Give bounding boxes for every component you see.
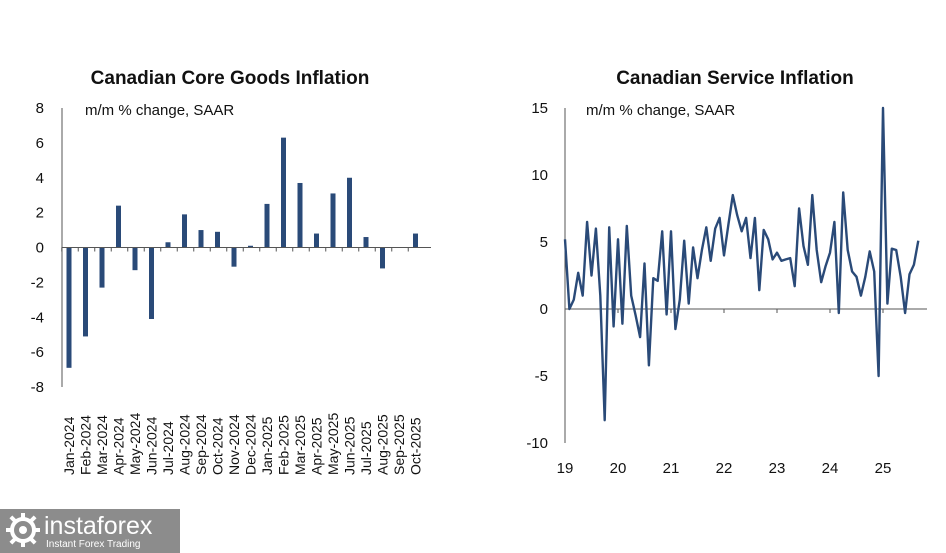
core-goods-bar (281, 137, 286, 248)
core-goods-bars (61, 137, 418, 368)
core-goods-bar (231, 247, 237, 267)
core-goods-x-labels: Jan-2024 Feb-2024 Mar-2024 Apr-2024 May-2024… (61, 413, 424, 475)
service-x-tick-label: 23 (769, 460, 786, 477)
brand-tagline: Instant Forex Trading (46, 539, 141, 550)
core-goods-bar (297, 182, 303, 248)
core-goods-subtitle: m/m % change, SAAR (85, 102, 234, 119)
core-goods-x-label: Jul-2024 (160, 421, 176, 475)
core-goods-x-label: Oct-2024 (210, 417, 226, 475)
core-goods-y-tick-label: 4 (36, 170, 44, 187)
core-goods-bar (182, 214, 187, 248)
core-goods-y-ticks: 8 6 4 2 0 -2 -4 -6 -8 (31, 100, 44, 396)
core-goods-bar (83, 247, 88, 337)
core-goods-chart: Canadian Core Goods Inflation m/m % chan… (31, 68, 431, 475)
core-goods-x-label: Aug-2024 (177, 414, 193, 475)
service-y-tick-label: -10 (526, 435, 548, 452)
core-goods-x-label: Mar-2024 (94, 415, 110, 475)
core-goods-x-label: May-2024 (127, 413, 143, 475)
service-line (563, 106, 920, 422)
core-goods-title: Canadian Core Goods Inflation (91, 68, 370, 89)
core-goods-y-tick-label: -8 (31, 379, 44, 396)
core-goods-y-tick-label: 2 (36, 205, 44, 222)
brand-name: instaforex (44, 512, 153, 540)
core-goods-bar (132, 247, 138, 271)
core-goods-bar (149, 247, 154, 319)
core-goods-bar (198, 230, 204, 248)
core-goods-x-label: Sep-2025 (391, 414, 407, 475)
service-y-tick-label: 5 (540, 234, 548, 251)
service-y-tick-label: 0 (540, 301, 548, 318)
core-goods-bar (99, 247, 105, 288)
service-x-tick-label: 20 (610, 460, 627, 477)
core-goods-x-label: Nov-2024 (226, 414, 242, 475)
core-goods-y-tick-label: 6 (36, 135, 44, 152)
service-x-tick-label: 19 (557, 460, 574, 477)
core-goods-bar (264, 203, 270, 248)
service-subtitle: m/m % change, SAAR (586, 102, 735, 119)
core-goods-x-label: Jun-2024 (144, 416, 160, 475)
core-goods-bar (363, 237, 369, 248)
core-goods-x-label: Jan-2025 (259, 416, 275, 475)
service-x-tick-label: 25 (875, 460, 892, 477)
service-chart: Canadian Service Inflation m/m % change,… (526, 68, 927, 477)
core-goods-x-label: Mar-2025 (292, 415, 308, 475)
instaforex-logo-icon (6, 513, 40, 547)
core-goods-bar (116, 205, 121, 248)
core-goods-x-label: Dec-2024 (243, 414, 259, 475)
core-goods-x-label: Sep-2024 (193, 414, 209, 475)
core-goods-x-label: Oct-2025 (408, 417, 424, 475)
core-goods-y-tick-label: -6 (31, 344, 44, 361)
service-y-tick-label: 10 (531, 167, 548, 184)
core-goods-x-label: Feb-2025 (276, 415, 292, 475)
service-y-tick-label: 15 (531, 100, 548, 117)
core-goods-bar (413, 233, 418, 248)
core-goods-x-label: May-2025 (325, 413, 341, 475)
core-goods-x-label: Apr-2024 (111, 417, 127, 475)
service-y-ticks: 15 10 5 0 -5 -10 (526, 100, 548, 452)
core-goods-bar (66, 247, 72, 368)
core-goods-x-label: Feb-2024 (78, 415, 94, 475)
service-series-line (563, 106, 920, 422)
service-x-tick-label: 24 (822, 460, 839, 477)
core-goods-x-label: Jan-2024 (61, 416, 77, 475)
service-x-tick-label: 22 (716, 460, 733, 477)
core-goods-x-label: Apr-2025 (309, 417, 325, 475)
instaforex-watermark: instaforex Instant Forex Trading (0, 509, 180, 553)
core-goods-x-label: Jul-2025 (358, 421, 374, 475)
core-goods-bar (165, 242, 171, 248)
core-goods-y-tick-label: 0 (36, 240, 44, 257)
service-y-tick-label: -5 (535, 368, 548, 385)
core-goods-x-label: Jun-2025 (342, 416, 358, 475)
core-goods-bar (314, 233, 319, 248)
core-goods-y-tick-label: 8 (36, 100, 44, 117)
core-goods-bar (330, 193, 336, 248)
core-goods-bar (215, 231, 220, 248)
core-goods-x-label: Aug-2025 (375, 414, 391, 475)
service-x-tick-label: 21 (663, 460, 680, 477)
core-goods-y-tick-label: -4 (31, 309, 44, 326)
core-goods-bar (248, 245, 253, 248)
service-x-labels: 19 20 21 22 23 24 25 (557, 309, 892, 477)
service-title: Canadian Service Inflation (616, 68, 854, 89)
core-goods-y-tick-label: -2 (31, 274, 44, 291)
core-goods-bar (380, 247, 385, 269)
core-goods-bar (347, 177, 352, 248)
